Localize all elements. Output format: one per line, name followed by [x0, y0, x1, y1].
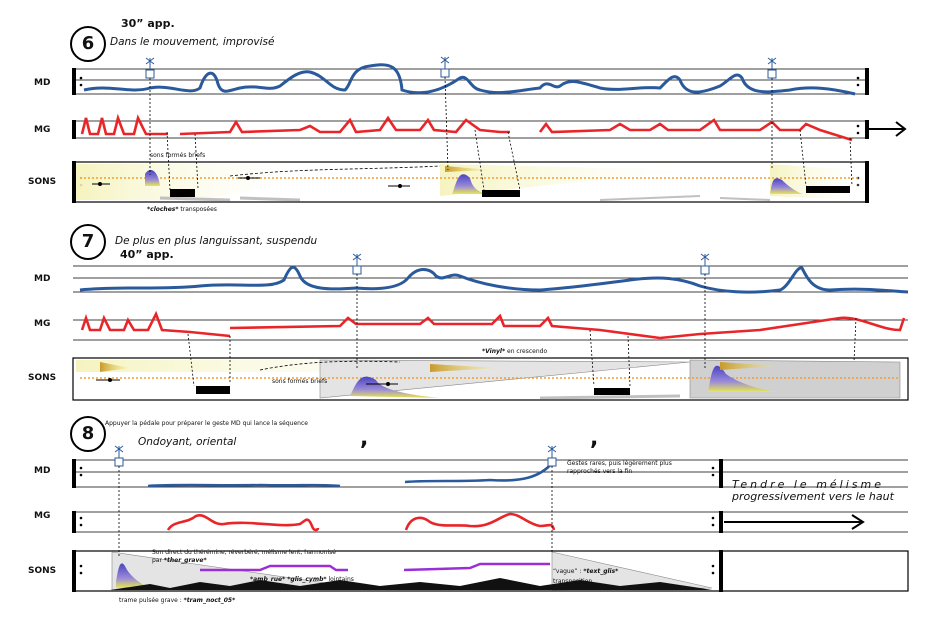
sound-shape [145, 170, 160, 186]
section-number: 7 [70, 224, 106, 260]
mg-curve [166, 512, 556, 532]
expression-marking: De plus en plus languissant, suspendu [115, 235, 318, 247]
section-number: 6 [70, 26, 106, 62]
md-staff [73, 459, 908, 488]
md-staff [73, 68, 867, 95]
pedal-marker-icon [767, 57, 777, 79]
pedal-marker-icon [352, 253, 362, 275]
expression-marking: Dans le mouvement, improvisé [110, 36, 275, 48]
md-label: MD [34, 274, 51, 284]
breath-mark-icon: , [590, 426, 599, 451]
pedal-instruction: Appuyer la pédale pour préparer le geste… [105, 420, 308, 427]
grey-wedge [319, 359, 691, 399]
arrow-right-icon [724, 514, 865, 530]
md-curve [147, 461, 555, 488]
annotation-sons-formes: sons formés brïefs [150, 152, 206, 159]
annotation-vague: “vague” : *text_glis* [553, 568, 619, 575]
md-label: MD [34, 78, 51, 88]
pedal-marker-icon [700, 253, 710, 275]
annotation-theremin: Son direct du thérémine, réverbéré, méli… [152, 549, 336, 564]
pulse-blocks [170, 186, 850, 197]
sons-label: SONS [28, 177, 57, 187]
pedal-marker-icon [114, 445, 124, 467]
annotation-gestes: Gestes rares, puis légèrement plus rappr… [567, 460, 672, 475]
mg-label: MG [34, 125, 51, 135]
tempo-marking: 30” app. [121, 17, 175, 30]
barline-start [72, 68, 76, 95]
section-7 [72, 253, 909, 401]
theremin-line [200, 562, 550, 572]
mg-label: MG [34, 511, 51, 521]
pulse-band [110, 578, 712, 590]
sons-label: SONS [28, 373, 57, 383]
md-curve [79, 265, 909, 294]
sons-box [72, 357, 909, 401]
breath-mark-icon: , [360, 426, 369, 451]
annotation-trame: trame pulsée grave : *tram_noct_05* [119, 597, 236, 604]
md-label: MD [34, 466, 51, 476]
pedal-marker-icon [547, 445, 557, 467]
annotation-amb-rue: *amb_rue* *glis_cymb* lointains [250, 576, 354, 583]
arrow-right-icon [868, 121, 907, 137]
sons-label: SONS [28, 566, 57, 576]
annotation-cloches: *cloches* transposées [147, 206, 217, 213]
yellow-zone [76, 164, 300, 200]
tempo-marking: 40” app. [120, 248, 174, 261]
annotation-sons-formes: sons formés brïefs [272, 378, 328, 385]
annotation-transposition: transposition [553, 578, 593, 585]
mg-staff [73, 120, 867, 139]
expression-marking: Ondoyant, oriental [138, 436, 237, 448]
barline-end [865, 68, 869, 95]
mg-staff [73, 319, 908, 341]
annotation-vinyl: *Vinyl* en crescendo [482, 348, 548, 355]
pedal-marker-icon [145, 57, 155, 79]
mg-staff [73, 511, 908, 533]
section-number: 8 [70, 416, 106, 452]
mg-curve [80, 310, 906, 340]
annotation-tendre-2: progressivement vers le haut [732, 490, 894, 503]
annotation-tendre-1: Tendre le mélisme [732, 478, 884, 491]
pedal-marker-icon [440, 56, 450, 78]
section-8 [72, 445, 909, 592]
mg-label: MG [34, 319, 51, 329]
md-curve [83, 63, 856, 96]
section-6 [72, 56, 907, 203]
